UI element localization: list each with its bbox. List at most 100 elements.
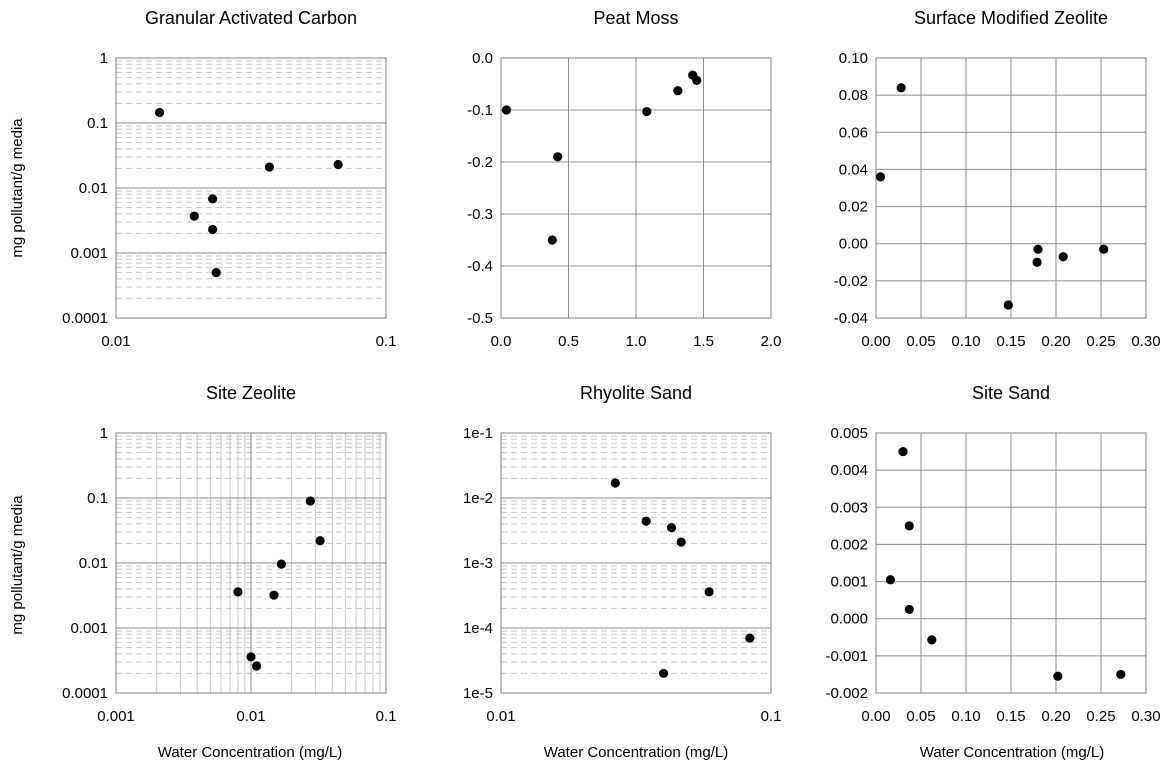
y-tick-label: -0.3 xyxy=(467,206,493,223)
data-point xyxy=(154,107,165,118)
plot-frame xyxy=(500,57,772,319)
y-tick-label: 1 xyxy=(100,425,108,442)
data-point xyxy=(692,75,702,85)
y-tick-label: 0.04 xyxy=(839,161,868,178)
data-point xyxy=(641,516,651,526)
data-point xyxy=(264,162,275,172)
data-point xyxy=(875,172,886,182)
x-tick-label: 0.00 xyxy=(861,708,890,725)
y-tick-label: 0.002 xyxy=(830,536,868,553)
x-tick-label: 0.25 xyxy=(1086,708,1115,725)
chart-panel: 0.0001 0.001 0.01 0.1 1 0.01 0.1 Granular Activ… xyxy=(62,8,396,350)
x-tick-label: 0.25 xyxy=(1086,333,1115,350)
data-point xyxy=(547,235,557,245)
plot-frame xyxy=(875,432,1147,694)
data-point xyxy=(333,159,343,170)
x-axis-label-col1: Water Concentration (mg/L) xyxy=(158,744,343,761)
y-tick-label: 0.0001 xyxy=(62,310,108,327)
x-tick-label: 0.10 xyxy=(951,333,980,350)
data-point xyxy=(898,446,908,457)
y-tick-label: 1e-4 xyxy=(463,620,493,637)
chart-title: Peat Moss xyxy=(593,8,678,28)
y-tick-label: 0.06 xyxy=(839,124,868,141)
y-tick-label: -0.2 xyxy=(467,154,493,171)
data-point xyxy=(904,521,914,531)
y-tick-label: 0.1 xyxy=(87,490,108,507)
data-point xyxy=(251,661,262,671)
chart-title: Site Zeolite xyxy=(206,383,296,403)
x-tick-label: 0.20 xyxy=(1041,333,1070,350)
y-tick-label: 0.000 xyxy=(830,611,868,628)
data-point xyxy=(269,590,279,600)
chart-panel: -0.5 -0.4 -0.3 -0.2 -0.1 0.0 0.0 0.5 1.0 1.5 2.0 Pe… xyxy=(467,8,781,350)
y-tick-label: 0.00 xyxy=(839,236,868,253)
data-point xyxy=(315,536,325,546)
y-tick-label: 0.10 xyxy=(839,50,868,67)
data-point xyxy=(208,194,218,204)
y-tick-label: 0.004 xyxy=(830,462,868,479)
y-tick-label: 0.001 xyxy=(70,620,108,637)
x-tick-label: 0.15 xyxy=(996,708,1025,725)
y-tick-label: 0.0001 xyxy=(62,685,108,702)
y-tick-label: 1 xyxy=(100,50,108,67)
chart-title: Granular Activated Carbon xyxy=(145,8,357,28)
data-point xyxy=(1003,300,1013,310)
y-axis-label-row2: mg pollutant/g media xyxy=(9,495,26,635)
data-point xyxy=(189,211,199,221)
x-tick-label: 1.0 xyxy=(626,333,647,350)
chart-panel: 0.0001 0.001 0.01 0.1 1 0.001 0.01 0.1 Site Zeol… xyxy=(62,383,396,725)
x-tick-label: 0.10 xyxy=(951,708,980,725)
y-tick-label: 0.001 xyxy=(830,574,868,591)
y-tick-label: -0.4 xyxy=(467,258,493,275)
data-point xyxy=(1058,252,1068,262)
x-tick-label: 0.1 xyxy=(376,708,397,725)
x-tick-label: 0.001 xyxy=(97,708,135,725)
chart-title: Rhyolite Sand xyxy=(580,383,692,403)
y-tick-label: 0.005 xyxy=(830,425,868,442)
x-tick-label: 0.1 xyxy=(761,708,782,725)
x-tick-label: 2.0 xyxy=(761,333,782,350)
data-point xyxy=(1033,244,1043,254)
data-point xyxy=(1116,669,1126,680)
x-axis-label-col3: Water Concentration (mg/L) xyxy=(920,744,1105,761)
data-point xyxy=(704,587,714,597)
x-tick-label: 0.01 xyxy=(486,708,515,725)
x-axis-label-col2: Water Concentration (mg/L) xyxy=(544,744,729,761)
x-tick-label: 0.30 xyxy=(1131,708,1160,725)
data-point xyxy=(658,668,669,679)
chart-panel: -0.002 -0.001 0.000 0.001 0.002 0.003 0.004 0.0… xyxy=(825,383,1160,725)
data-point xyxy=(208,224,218,235)
y-tick-label: -0.002 xyxy=(825,685,868,702)
plot-frame xyxy=(115,432,387,694)
chart-panel: -0.04 -0.02 0.00 0.02 0.04 0.06 0.08 0.10 0.00 0.… xyxy=(834,8,1161,350)
x-tick-label: 1.5 xyxy=(693,333,714,350)
y-tick-label: 0.001 xyxy=(70,245,108,262)
data-point xyxy=(610,478,620,488)
data-point xyxy=(246,652,256,662)
plot-frame xyxy=(500,432,772,694)
x-tick-label: 0.15 xyxy=(996,333,1025,350)
y-tick-label: 0.003 xyxy=(830,499,868,516)
data-point xyxy=(1053,671,1063,681)
x-tick-label: 0.1 xyxy=(376,333,397,350)
data-point xyxy=(642,106,652,117)
data-point xyxy=(305,496,315,506)
y-tick-label: -0.1 xyxy=(467,102,493,119)
chart-title: Surface Modified Zeolite xyxy=(914,8,1108,28)
y-tick-label: 0.01 xyxy=(79,555,108,572)
data-point xyxy=(1032,257,1042,267)
data-point xyxy=(276,559,287,569)
data-point xyxy=(666,523,677,533)
y-tick-label: 1e-3 xyxy=(463,555,493,572)
data-point xyxy=(676,537,686,547)
x-tick-label: 0.05 xyxy=(906,708,935,725)
y-tick-label: 1e-2 xyxy=(463,490,493,507)
x-tick-label: 0.01 xyxy=(101,333,130,350)
data-point xyxy=(896,83,906,93)
y-tick-label: 1e-5 xyxy=(463,685,493,702)
data-point xyxy=(904,604,914,615)
y-tick-label: 0.1 xyxy=(87,115,108,132)
y-tick-label: 0.02 xyxy=(839,199,868,216)
data-point xyxy=(553,152,563,162)
